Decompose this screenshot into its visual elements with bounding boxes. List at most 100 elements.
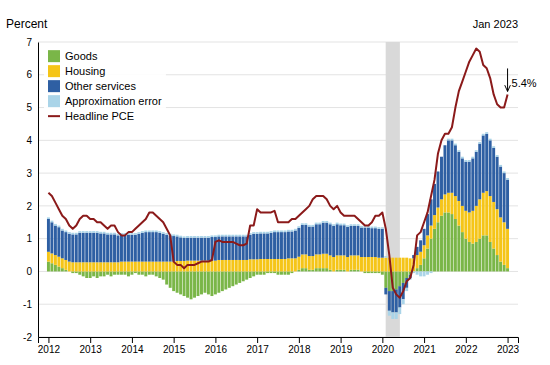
bar-segment bbox=[117, 235, 120, 262]
bar-segment bbox=[374, 271, 377, 273]
bar-segment bbox=[263, 259, 266, 271]
bar-segment bbox=[99, 262, 102, 271]
bar-segment bbox=[263, 271, 266, 274]
bar-segment bbox=[50, 221, 53, 223]
y-tick-label: 3 bbox=[26, 168, 32, 179]
bar-segment bbox=[492, 202, 495, 249]
bar-segment bbox=[454, 144, 457, 146]
bar-segment bbox=[75, 271, 78, 273]
bar-segment bbox=[357, 224, 360, 226]
bar-segment bbox=[259, 259, 262, 271]
y-tick-label: -2 bbox=[23, 332, 32, 343]
bar-segment bbox=[179, 271, 182, 294]
bar-segment bbox=[89, 231, 92, 233]
line bbox=[48, 49, 507, 298]
bar-segment bbox=[165, 262, 168, 272]
bar-segment bbox=[461, 158, 464, 206]
legend-item: Housing bbox=[48, 65, 105, 77]
bar-segment bbox=[47, 217, 50, 219]
bar-segment bbox=[259, 232, 262, 234]
bar-segment bbox=[329, 224, 332, 255]
bar-segment bbox=[283, 259, 286, 271]
bar-segment bbox=[437, 171, 440, 207]
bar-segment bbox=[311, 256, 314, 270]
legend-swatch bbox=[48, 95, 60, 107]
bar-segment bbox=[440, 271, 443, 272]
y-tick-label: -1 bbox=[23, 299, 32, 310]
bar-segment bbox=[169, 262, 172, 272]
bar-segment bbox=[450, 193, 453, 214]
bar-segment bbox=[200, 271, 203, 294]
bar-segment bbox=[440, 216, 443, 272]
bar-segment bbox=[92, 233, 95, 263]
x-tick: 2012 bbox=[38, 337, 61, 355]
bar-segment bbox=[71, 233, 74, 235]
bar-segment bbox=[200, 236, 203, 238]
grid-line bbox=[38, 42, 518, 43]
bar-segment bbox=[315, 224, 318, 254]
bar-segment bbox=[304, 225, 307, 255]
bar-segment bbox=[384, 258, 387, 272]
bar-segment bbox=[57, 267, 60, 272]
bar-segment bbox=[54, 226, 57, 256]
x-tick-mark bbox=[424, 337, 425, 343]
bar-segment bbox=[506, 180, 509, 229]
bar-segment bbox=[339, 224, 342, 226]
bar-segment bbox=[235, 235, 238, 237]
x-axis: 2012201320142015201620172018201920202021… bbox=[38, 337, 520, 355]
bar-segment bbox=[329, 270, 332, 272]
bar-segment bbox=[443, 271, 446, 272]
bar-segment bbox=[381, 227, 384, 229]
bar-segment bbox=[144, 232, 147, 262]
chart: 2012201320142015201620172018201920202021… bbox=[0, 0, 550, 365]
bar-segment bbox=[183, 271, 186, 296]
bar-segment bbox=[443, 212, 446, 271]
bar-segment bbox=[75, 234, 78, 262]
x-tick: 2023 bbox=[497, 337, 520, 355]
x-tick-mark bbox=[299, 337, 300, 343]
bar-segment bbox=[217, 271, 220, 292]
bar-segment bbox=[336, 255, 339, 269]
bar-segment bbox=[353, 226, 356, 256]
bar-segment bbox=[273, 259, 276, 271]
bar-segment bbox=[190, 271, 193, 299]
bar-segment bbox=[350, 270, 353, 272]
bar-segment bbox=[249, 271, 252, 278]
bar-segment bbox=[197, 238, 200, 261]
bar-segment bbox=[259, 233, 262, 259]
bar-segment bbox=[228, 235, 231, 237]
bar-segment bbox=[496, 157, 499, 209]
bar-segment bbox=[103, 232, 106, 234]
bar-segment bbox=[273, 271, 276, 273]
bar-segment bbox=[388, 291, 391, 311]
bar-segment bbox=[308, 256, 311, 270]
bar-segment bbox=[374, 228, 377, 257]
bar-segment bbox=[482, 135, 485, 192]
bar-segment bbox=[343, 224, 346, 226]
bar-segment bbox=[89, 262, 92, 271]
bar-segment bbox=[503, 265, 506, 272]
bar-segment bbox=[287, 258, 290, 271]
y-tick: 7 bbox=[26, 37, 38, 48]
bar-segment bbox=[151, 230, 154, 232]
bar-segment bbox=[190, 238, 193, 261]
legend-item: Goods bbox=[48, 50, 98, 62]
bar-segment bbox=[64, 230, 67, 232]
legend-swatch bbox=[48, 80, 60, 92]
bar-segment bbox=[343, 270, 346, 272]
x-tick-label: 2015 bbox=[163, 344, 186, 355]
bar-segment bbox=[447, 140, 450, 192]
bar-segment bbox=[283, 232, 286, 259]
bar-segment bbox=[398, 271, 401, 286]
bar-segment bbox=[82, 262, 85, 271]
bar-segment bbox=[388, 271, 391, 291]
bar-segment bbox=[332, 257, 335, 271]
bar-segment bbox=[370, 257, 373, 271]
bar-segment bbox=[304, 223, 307, 225]
bar-segment bbox=[287, 231, 290, 258]
y-tick: 0 bbox=[26, 266, 38, 277]
bar-segment bbox=[419, 252, 422, 265]
bar-segment bbox=[190, 261, 193, 272]
bar-segment bbox=[148, 262, 151, 272]
bar-segment bbox=[503, 173, 506, 222]
